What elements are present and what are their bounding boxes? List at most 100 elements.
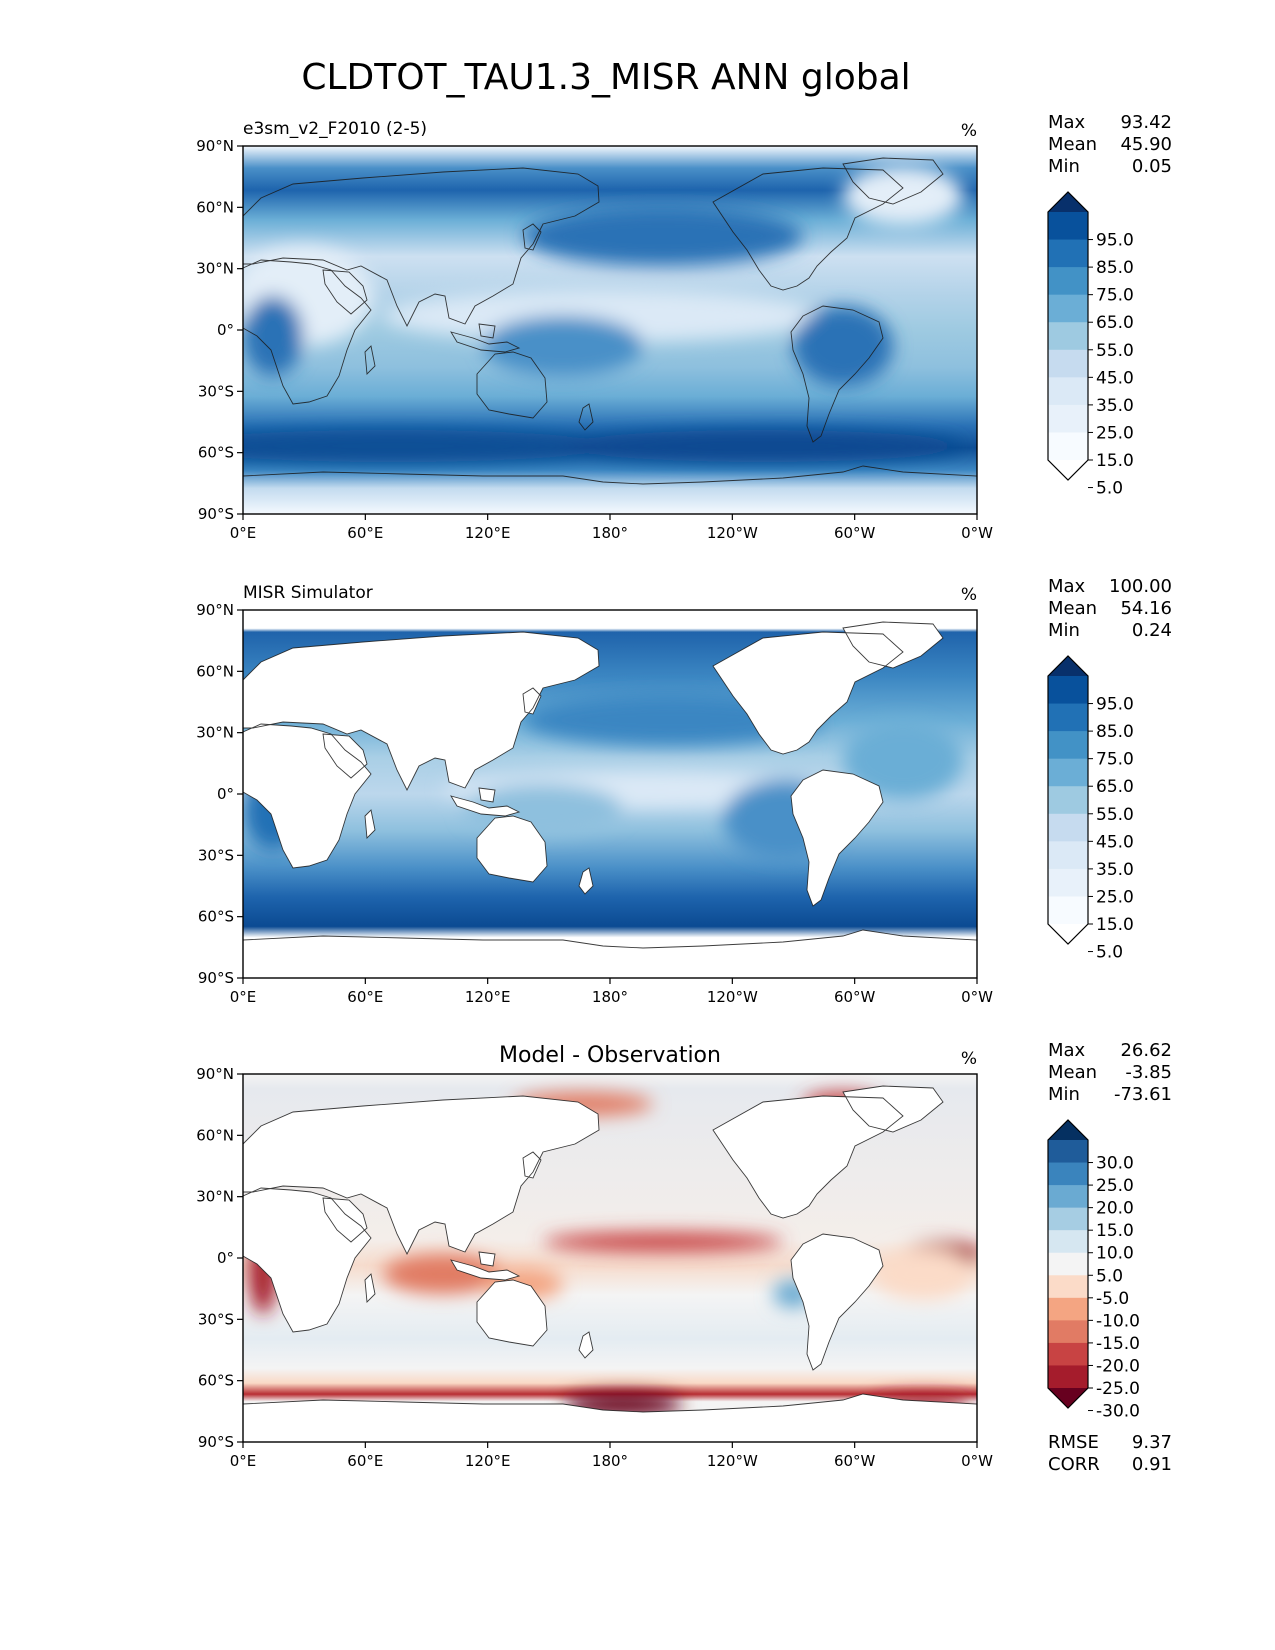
obs-colorbar-tick-label: 45.0 <box>1096 832 1134 852</box>
diff-colorbar-tick-label: 20.0 <box>1096 1199 1134 1219</box>
diff-colorbar-segment <box>1048 1275 1088 1299</box>
obs-colorbar-min-extend <box>1048 924 1088 944</box>
model-colorbar-segment <box>1048 212 1088 241</box>
model-colorbar-segment <box>1048 349 1088 378</box>
diff-lat-tick-label: 90°N <box>196 1065 234 1083</box>
obs-colorbar-max-extend <box>1048 656 1088 676</box>
obs-colorbar-tick-label: 25.0 <box>1096 887 1134 907</box>
obs-lon-tick-label: 60°W <box>834 988 876 1006</box>
obs-colorbar-segment <box>1048 813 1088 842</box>
diff-metric-label: RMSE <box>1048 1432 1099 1453</box>
diff-colorbar-tick-label: -30.0 <box>1096 1402 1140 1422</box>
model-colorbar-tick-label: 55.0 <box>1096 341 1134 361</box>
obs-stat-value: 54.16 <box>1120 598 1172 619</box>
obs-lat-tick-label: 60°S <box>198 908 234 926</box>
obs-colorbar-segment <box>1048 703 1088 732</box>
model-stat-label: Max <box>1048 112 1086 133</box>
diff-lat-tick-label: 60°S <box>198 1372 234 1390</box>
obs-colorbar-tick-label: 35.0 <box>1096 860 1134 880</box>
model-colorbar-segment <box>1048 377 1088 406</box>
model-colorbar-tick-label: 35.0 <box>1096 396 1134 416</box>
diff-lon-tick-label: 180° <box>592 1452 628 1470</box>
model-lon-tick-label: 120°E <box>465 524 511 542</box>
obs-lon-tick-label: 120°E <box>465 988 511 1006</box>
model-lon-tick-label: 0°E <box>230 524 257 542</box>
diff-lat-tick-label: 30°S <box>198 1310 234 1328</box>
diff-colorbar-tick-label: -10.0 <box>1096 1311 1140 1331</box>
diff-lon-tick-label: 0°W <box>961 1452 993 1470</box>
obs-lat-tick-label: 90°N <box>196 601 234 619</box>
model-colorbar-segment <box>1048 322 1088 351</box>
diff-colorbar-segment <box>1048 1207 1088 1231</box>
model-lat-tick-label: 30°S <box>198 382 234 400</box>
model-colorbar-segment <box>1048 239 1088 268</box>
model-units-label: % <box>961 121 977 141</box>
obs-lon-tick-label: 0°W <box>961 988 993 1006</box>
model-colorbar-tick-label: 85.0 <box>1096 258 1134 278</box>
obs-colorbar-segment <box>1048 676 1088 705</box>
model-colorbar-tick-label: 75.0 <box>1096 286 1134 306</box>
model-stat-value: 45.90 <box>1120 134 1172 155</box>
diff-panel <box>242 1073 978 1443</box>
model-field-features <box>243 166 963 462</box>
diff-stat-value: -3.85 <box>1125 1062 1172 1083</box>
diff-colorbar-segment <box>1048 1297 1088 1321</box>
model-colorbar-tick-label: 65.0 <box>1096 313 1134 333</box>
obs-lat-tick-label: 90°S <box>198 969 234 987</box>
model-panel <box>242 145 978 515</box>
obs-colorbar-tick-label: 15.0 <box>1096 915 1134 935</box>
diff-lon-tick-label: 60°W <box>834 1452 876 1470</box>
obs-colorbar-tick-label: 5.0 <box>1096 943 1123 963</box>
diff-colorbar-max-extend <box>1048 1120 1088 1140</box>
obs-lon-tick-label: 0°E <box>230 988 257 1006</box>
diff-colorbar-segment <box>1048 1230 1088 1254</box>
model-stat-value: 93.42 <box>1120 112 1172 133</box>
model-lon-tick-label: 120°W <box>707 524 758 542</box>
model-colorbar-segment <box>1048 267 1088 296</box>
model-lat-tick-label: 90°S <box>198 505 234 523</box>
obs-colorbar-tick-label: 95.0 <box>1096 695 1134 715</box>
obs-stat-value: 100.00 <box>1109 576 1172 597</box>
model-lon-tick-label: 60°E <box>347 524 383 542</box>
diff-lon-tick-label: 120°E <box>465 1452 511 1470</box>
diff-lat-tick-label: 0° <box>217 1249 234 1267</box>
diff-colorbar-tick-label: -20.0 <box>1096 1356 1140 1376</box>
diff-metric-value: 9.37 <box>1132 1432 1172 1453</box>
obs-colorbar-segment <box>1048 868 1088 897</box>
model-colorbar-tick-label: 5.0 <box>1096 479 1123 499</box>
model-lat-tick-label: 60°N <box>196 198 234 216</box>
model-colorbar-tick-label: 95.0 <box>1096 231 1134 251</box>
model-colorbar-segment <box>1048 432 1088 461</box>
diff-title: Model - Observation <box>499 1043 721 1068</box>
diff-colorbar-tick-label: -25.0 <box>1096 1379 1140 1399</box>
diff-colorbar-segment <box>1048 1320 1088 1344</box>
obs-colorbar-segment <box>1048 841 1088 870</box>
diff-stat-label: Min <box>1048 1084 1080 1105</box>
diff-lat-tick-label: 60°N <box>196 1126 234 1144</box>
model-lon-tick-label: 180° <box>592 524 628 542</box>
diff-colorbar-segment <box>1048 1140 1088 1164</box>
obs-colorbar-tick-label: 65.0 <box>1096 777 1134 797</box>
diff-colorbar-tick-label: 30.0 <box>1096 1154 1134 1174</box>
model-colorbar-segment <box>1048 404 1088 433</box>
model-colorbar-segment <box>1048 294 1088 323</box>
diff-metric-value: 0.91 <box>1132 1454 1172 1475</box>
obs-lat-tick-label: 30°S <box>198 846 234 864</box>
diff-colorbar-tick-label: 25.0 <box>1096 1176 1134 1196</box>
model-colorbar-tick-label: 25.0 <box>1096 423 1134 443</box>
model-lat-tick-label: 0° <box>217 321 234 339</box>
diff-colorbar-segment <box>1048 1185 1088 1209</box>
model-stat-label: Min <box>1048 156 1080 177</box>
model-colorbar-min-extend <box>1048 460 1088 480</box>
diff-colorbar-segment <box>1048 1342 1088 1366</box>
diff-lon-tick-label: 120°W <box>707 1452 758 1470</box>
obs-colorbar-tick-label: 75.0 <box>1096 750 1134 770</box>
diff-colorbar-tick-label: 5.0 <box>1096 1266 1123 1286</box>
diff-metric-label: CORR <box>1048 1454 1100 1475</box>
obs-lat-tick-label: 0° <box>217 785 234 803</box>
model-colorbar-max-extend <box>1048 192 1088 212</box>
obs-title: MISR Simulator <box>243 583 373 603</box>
diff-stat-value: 26.62 <box>1120 1040 1172 1061</box>
diff-colorbar-segment <box>1048 1162 1088 1186</box>
